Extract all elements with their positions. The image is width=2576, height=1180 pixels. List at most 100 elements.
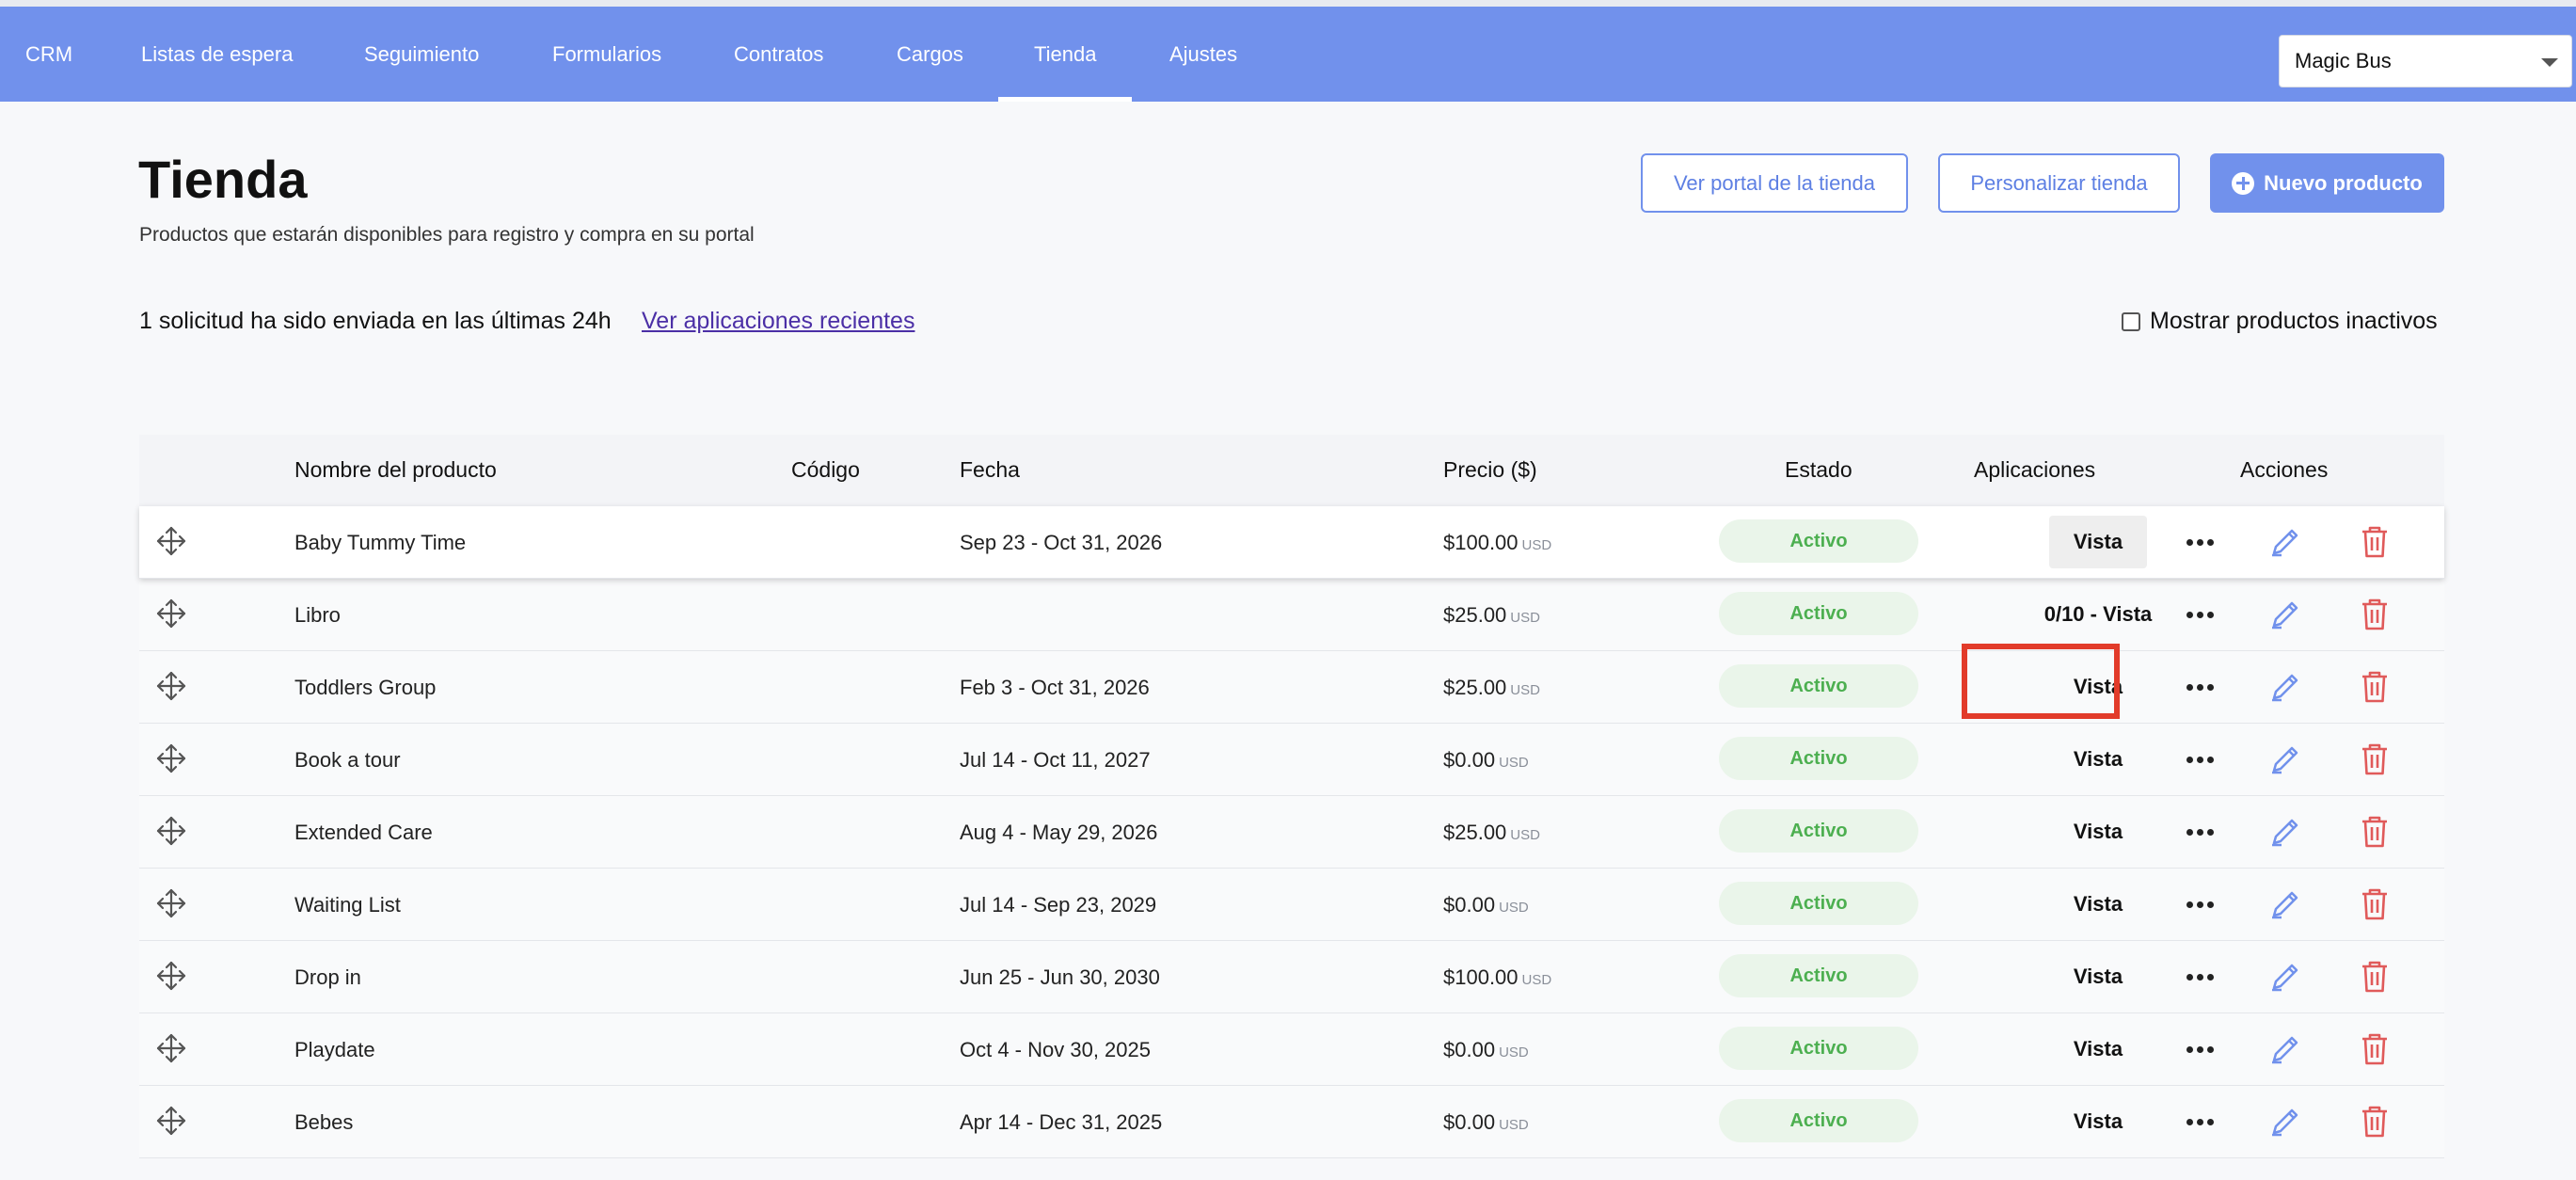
applications-label: Vista <box>2073 820 2123 843</box>
table-row[interactable]: Baby Tummy Time Sep 23 - Oct 31, 2026 $100… <box>139 506 2444 579</box>
price-currency: USD <box>1510 610 1540 626</box>
move-arrows-icon[interactable] <box>155 670 187 702</box>
move-arrows-icon[interactable] <box>155 887 187 919</box>
nav-item-seguimiento[interactable]: Seguimiento <box>364 41 480 66</box>
nav-item-contratos[interactable]: Contratos <box>734 41 824 66</box>
show-inactive-toggle[interactable]: Mostrar productos inactivos <box>2122 308 2438 335</box>
table-row[interactable]: Playdate Oct 4 - Nov 30, 2025 $0.00 USD Acti… <box>139 1013 2444 1086</box>
price-value: $25.00 <box>1443 603 1507 627</box>
pencil-icon[interactable] <box>2268 598 2302 631</box>
price-currency: USD <box>1521 972 1552 988</box>
table-row[interactable]: Extended Care Aug 4 - May 29, 2026 $25.00 U… <box>139 796 2444 869</box>
product-date: Jul 14 - Oct 11, 2027 <box>960 748 1151 772</box>
move-arrows-icon[interactable] <box>155 1105 187 1137</box>
organization-select[interactable]: Magic Bus <box>2279 35 2572 88</box>
trash-icon[interactable] <box>2361 1105 2389 1139</box>
applications-link[interactable]: Vista <box>1985 805 2211 858</box>
move-arrows-icon[interactable] <box>155 525 187 557</box>
customize-store-button[interactable]: Personalizar tienda <box>1938 153 2180 213</box>
trash-icon[interactable] <box>2361 1032 2389 1066</box>
trash-icon[interactable] <box>2361 598 2389 631</box>
nav-item-cargos[interactable]: Cargos <box>897 41 963 66</box>
move-arrows-icon[interactable] <box>155 598 187 630</box>
applications-link[interactable]: Vista <box>1985 950 2211 1003</box>
applications-link[interactable]: Vista <box>1985 733 2211 786</box>
column-header-name[interactable]: Nombre del producto <box>294 457 497 482</box>
column-header-status[interactable]: Estado <box>1785 457 1852 482</box>
applications-link[interactable]: Vista <box>1985 661 2211 713</box>
more-horizontal-icon[interactable] <box>2181 596 2218 633</box>
trash-icon[interactable] <box>2361 815 2389 849</box>
organization-select-value: Magic Bus <box>2295 49 2392 72</box>
trash-icon[interactable] <box>2361 670 2389 704</box>
more-horizontal-icon[interactable] <box>2181 958 2218 996</box>
applications-link[interactable]: Vista <box>1985 1023 2211 1076</box>
price-value: $25.00 <box>1443 821 1507 844</box>
nav-item-formularios[interactable]: Formularios <box>552 41 662 66</box>
trash-icon[interactable] <box>2361 742 2389 776</box>
recent-applications-link[interactable]: Ver aplicaciones recientes <box>642 308 915 334</box>
price-value: $0.00 <box>1443 1110 1496 1134</box>
table-row[interactable]: Drop in Jun 25 - Jun 30, 2030 $100.00 USD Ac… <box>139 941 2444 1013</box>
pencil-icon[interactable] <box>2268 887 2302 921</box>
applications-link[interactable]: Vista <box>1985 1095 2211 1148</box>
plus-circle-icon <box>2232 171 2255 195</box>
product-name: Extended Care <box>294 821 433 844</box>
trash-icon[interactable] <box>2361 960 2389 994</box>
nav-item-tienda[interactable]: Tienda <box>997 7 1134 102</box>
price-currency: USD <box>1499 1044 1529 1060</box>
applications-label: Vista <box>2073 1109 2123 1133</box>
show-inactive-label: Mostrar productos inactivos <box>2150 308 2438 334</box>
pencil-icon[interactable] <box>2268 960 2302 994</box>
table-row[interactable]: Book a tour Jul 14 - Oct 11, 2027 $0.00 USD… <box>139 724 2444 796</box>
applications-link[interactable]: Vista <box>1985 878 2211 931</box>
top-nav-bar: CRM Listas de espera Seguimiento Formula… <box>0 0 2576 102</box>
more-horizontal-icon[interactable] <box>2181 1103 2218 1140</box>
table-row[interactable]: Toddlers Group Feb 3 - Oct 31, 2026 $25.00… <box>139 651 2444 724</box>
more-horizontal-icon[interactable] <box>2181 885 2218 923</box>
pencil-icon[interactable] <box>2268 742 2302 776</box>
move-arrows-icon[interactable] <box>155 960 187 992</box>
nav-item-ajustes[interactable]: Ajustes <box>1169 41 1238 66</box>
move-arrows-icon[interactable] <box>155 742 187 774</box>
new-product-button[interactable]: Nuevo producto <box>2210 153 2444 213</box>
page-title: Tienda <box>138 150 308 209</box>
product-price: $0.00 USD <box>1443 748 1529 773</box>
table-row[interactable]: Libro $25.00 USD Activo 0/10 - Vista <box>139 579 2444 651</box>
product-name: Libro <box>294 603 341 627</box>
more-horizontal-icon[interactable] <box>2181 741 2218 778</box>
nav-item-crm[interactable]: CRM <box>25 41 73 66</box>
pencil-icon[interactable] <box>2268 1105 2302 1139</box>
applications-label: Vista <box>2073 675 2123 698</box>
table-body: Baby Tummy Time Sep 23 - Oct 31, 2026 $100… <box>139 506 2444 1158</box>
pencil-icon[interactable] <box>2268 815 2302 849</box>
move-arrows-icon[interactable] <box>155 1032 187 1064</box>
column-header-date[interactable]: Fecha <box>960 457 1020 482</box>
status-badge: Activo <box>1719 882 1918 925</box>
more-horizontal-icon[interactable] <box>2181 523 2218 561</box>
table-row[interactable]: Bebes Apr 14 - Dec 31, 2025 $0.00 USD Activo… <box>139 1086 2444 1158</box>
more-horizontal-icon[interactable] <box>2181 668 2218 706</box>
more-horizontal-icon[interactable] <box>2181 813 2218 851</box>
price-value: $0.00 <box>1443 748 1496 772</box>
recent-requests-notice: 1 solicitud ha sido enviada en las últim… <box>139 308 612 334</box>
nav-item-listas-de-espera[interactable]: Listas de espera <box>141 41 294 66</box>
price-value: $0.00 <box>1443 1038 1496 1061</box>
pencil-icon[interactable] <box>2268 670 2302 704</box>
applications-link[interactable]: 0/10 - Vista <box>1985 588 2211 641</box>
more-horizontal-icon[interactable] <box>2181 1030 2218 1068</box>
product-name: Drop in <box>294 965 361 989</box>
table-row[interactable]: Waiting List Jul 14 - Sep 23, 2029 $0.00 US… <box>139 869 2444 941</box>
applications-link[interactable]: Vista <box>1985 516 2211 568</box>
trash-icon[interactable] <box>2361 525 2389 559</box>
pencil-icon[interactable] <box>2268 1032 2302 1066</box>
column-header-applications: Aplicaciones <box>1974 457 2096 482</box>
trash-icon[interactable] <box>2361 887 2389 921</box>
column-header-price[interactable]: Precio ($) <box>1443 457 1537 482</box>
pencil-icon[interactable] <box>2268 525 2302 559</box>
view-store-portal-button[interactable]: Ver portal de la tienda <box>1641 153 1908 213</box>
status-badge: Activo <box>1719 954 1918 997</box>
move-arrows-icon[interactable] <box>155 815 187 847</box>
column-header-code[interactable]: Código <box>791 457 860 482</box>
show-inactive-checkbox[interactable] <box>2122 311 2140 331</box>
